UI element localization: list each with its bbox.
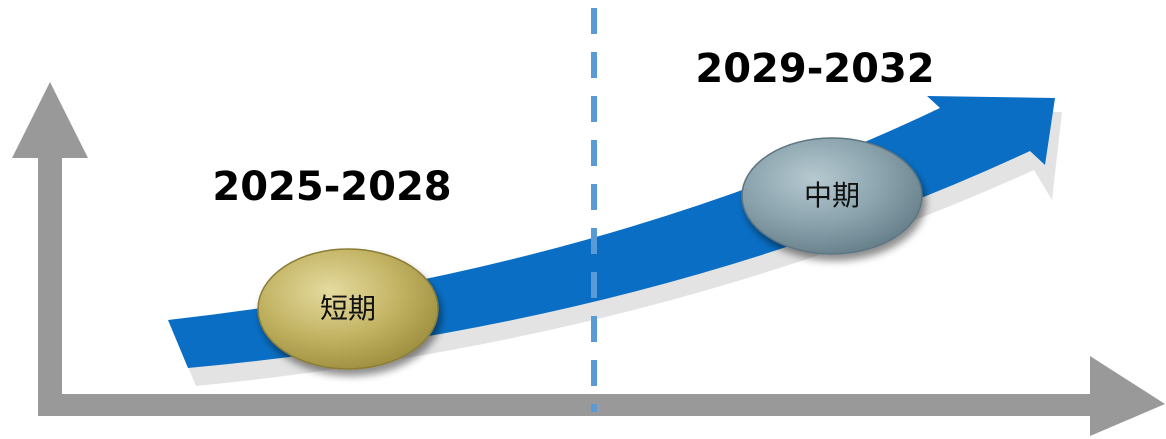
mid-term-bubble <box>741 137 923 255</box>
short-term-label: 短期 <box>320 292 376 325</box>
x-axis-arrow <box>38 356 1165 436</box>
y-axis-arrow <box>12 82 88 410</box>
mid-term-period: 2029-2032 <box>695 46 934 92</box>
mid-term-label: 中期 <box>804 179 860 212</box>
short-term-period: 2025-2028 <box>212 164 451 210</box>
axes <box>12 82 1165 436</box>
short-term-bubble <box>257 248 439 370</box>
